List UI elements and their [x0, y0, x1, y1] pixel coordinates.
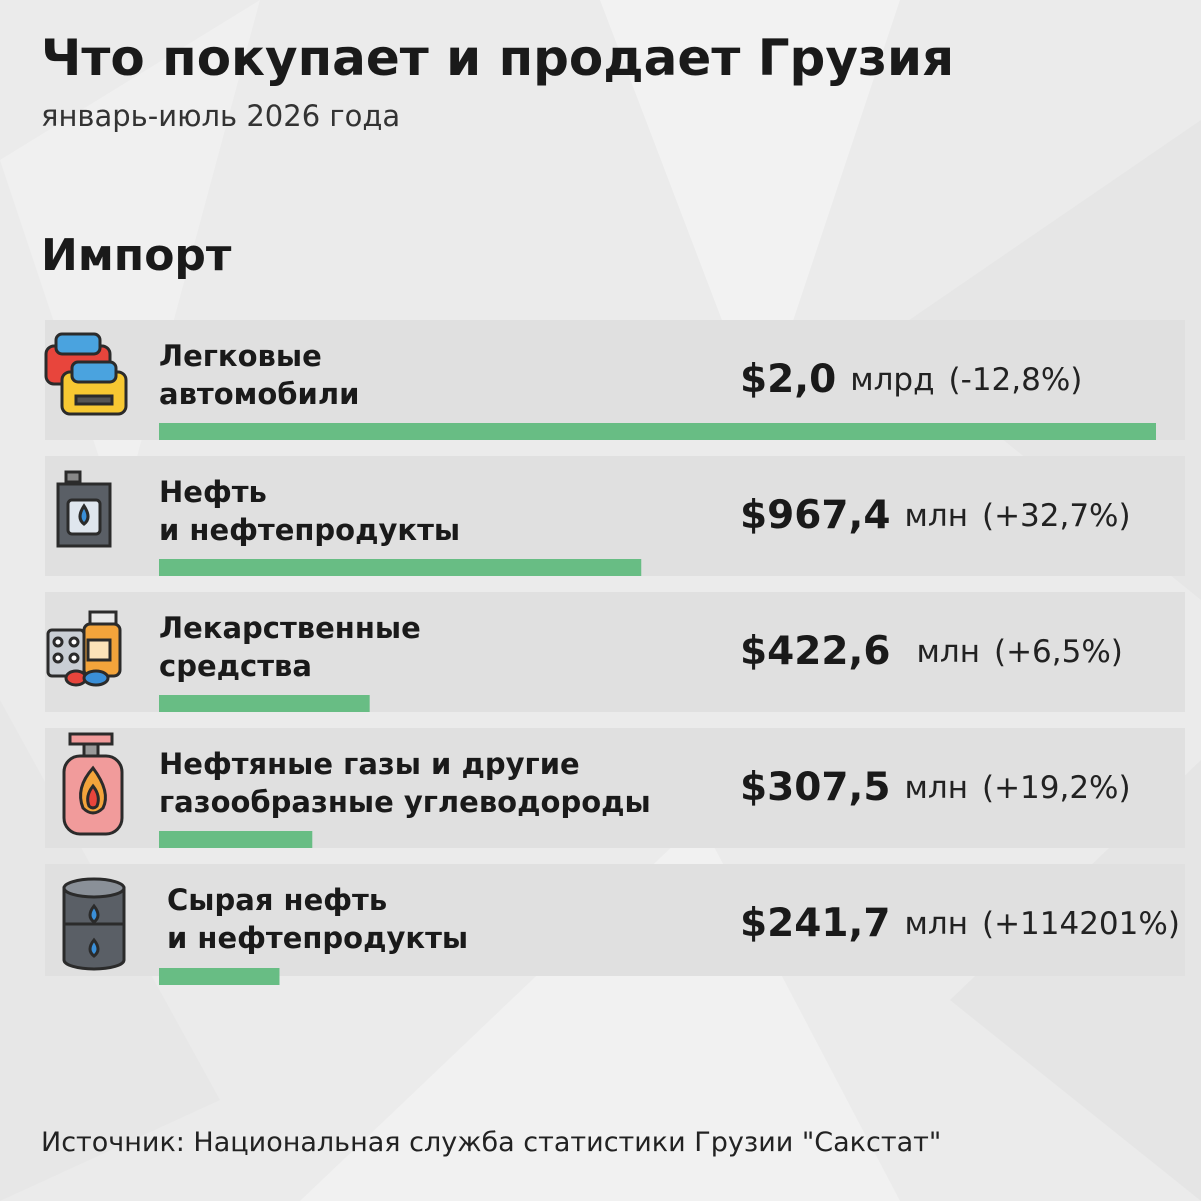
value-text: $422,6 млн (+6,5%): [740, 629, 1123, 674]
unit-label: млрд: [850, 362, 934, 398]
category-label: Сырая нефть: [167, 883, 387, 917]
unit-label: млн: [905, 498, 968, 534]
unit-label: млн: [905, 770, 968, 806]
category-label: газообразные углеводороды: [159, 785, 651, 819]
bar: [159, 423, 1156, 440]
rows: Легковые автомобили $2,0 млрд (-12,8%) Нефть и…: [45, 320, 1185, 985]
row-band: [45, 320, 1185, 440]
row-band: [45, 592, 1185, 712]
value-text: $2,0 млрд (-12,8%): [740, 357, 1082, 402]
icon-cars: [44, 332, 128, 416]
icon-barrel: [62, 877, 126, 971]
value-text: $307,5 млн (+19,2%): [740, 765, 1131, 810]
bar: [159, 695, 370, 712]
category-label: Нефть: [159, 475, 267, 509]
category-label: средства: [159, 649, 312, 683]
value-text: $967,4 млн (+32,7%): [740, 493, 1131, 538]
change-label: (+32,7%): [982, 498, 1131, 534]
category-label: Нефтяные газы и другие: [159, 747, 580, 781]
bar: [159, 831, 313, 848]
value-label: $241,7: [740, 901, 891, 946]
row-band: [45, 728, 1185, 848]
change-label: (+114201%): [982, 906, 1180, 942]
value-label: $422,6: [740, 629, 891, 674]
unit-label: млн: [917, 634, 980, 670]
section-title: Импорт: [41, 230, 232, 281]
category-label: Лекарственные: [159, 611, 421, 645]
category-label: Легковые: [159, 339, 322, 373]
icons: [44, 332, 128, 971]
bar: [159, 968, 280, 985]
bar: [159, 559, 642, 576]
source: Источник: Национальная служба статистики…: [41, 1127, 941, 1158]
icon-gas: [62, 732, 124, 836]
change-label: (+6,5%): [994, 634, 1123, 670]
change-label: (-12,8%): [949, 362, 1083, 398]
category-label: и нефтепродукты: [159, 513, 460, 547]
title: Что покупает и продает Грузия: [41, 29, 954, 87]
icon-canister: [56, 470, 112, 548]
row-band: [45, 456, 1185, 576]
category-label: автомобили: [159, 377, 359, 411]
icon-meds: [46, 610, 122, 687]
change-label: (+19,2%): [982, 770, 1131, 806]
value-text: $241,7 млн (+114201%): [740, 901, 1180, 946]
value-label: $967,4: [740, 493, 891, 538]
value-label: $307,5: [740, 765, 891, 810]
category-label: и нефтепродукты: [167, 921, 468, 955]
value-label: $2,0: [740, 357, 836, 402]
unit-label: млн: [905, 906, 968, 942]
row-band: [45, 864, 1185, 976]
subtitle: январь-июль 2026 года: [41, 99, 400, 133]
